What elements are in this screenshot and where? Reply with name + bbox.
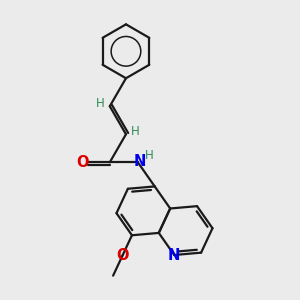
Text: O: O: [76, 155, 88, 170]
Text: H: H: [131, 125, 140, 138]
Text: N: N: [168, 248, 180, 262]
Text: H: H: [96, 97, 104, 110]
Text: O: O: [116, 248, 129, 263]
Text: N: N: [134, 154, 146, 169]
Text: H: H: [145, 149, 154, 162]
